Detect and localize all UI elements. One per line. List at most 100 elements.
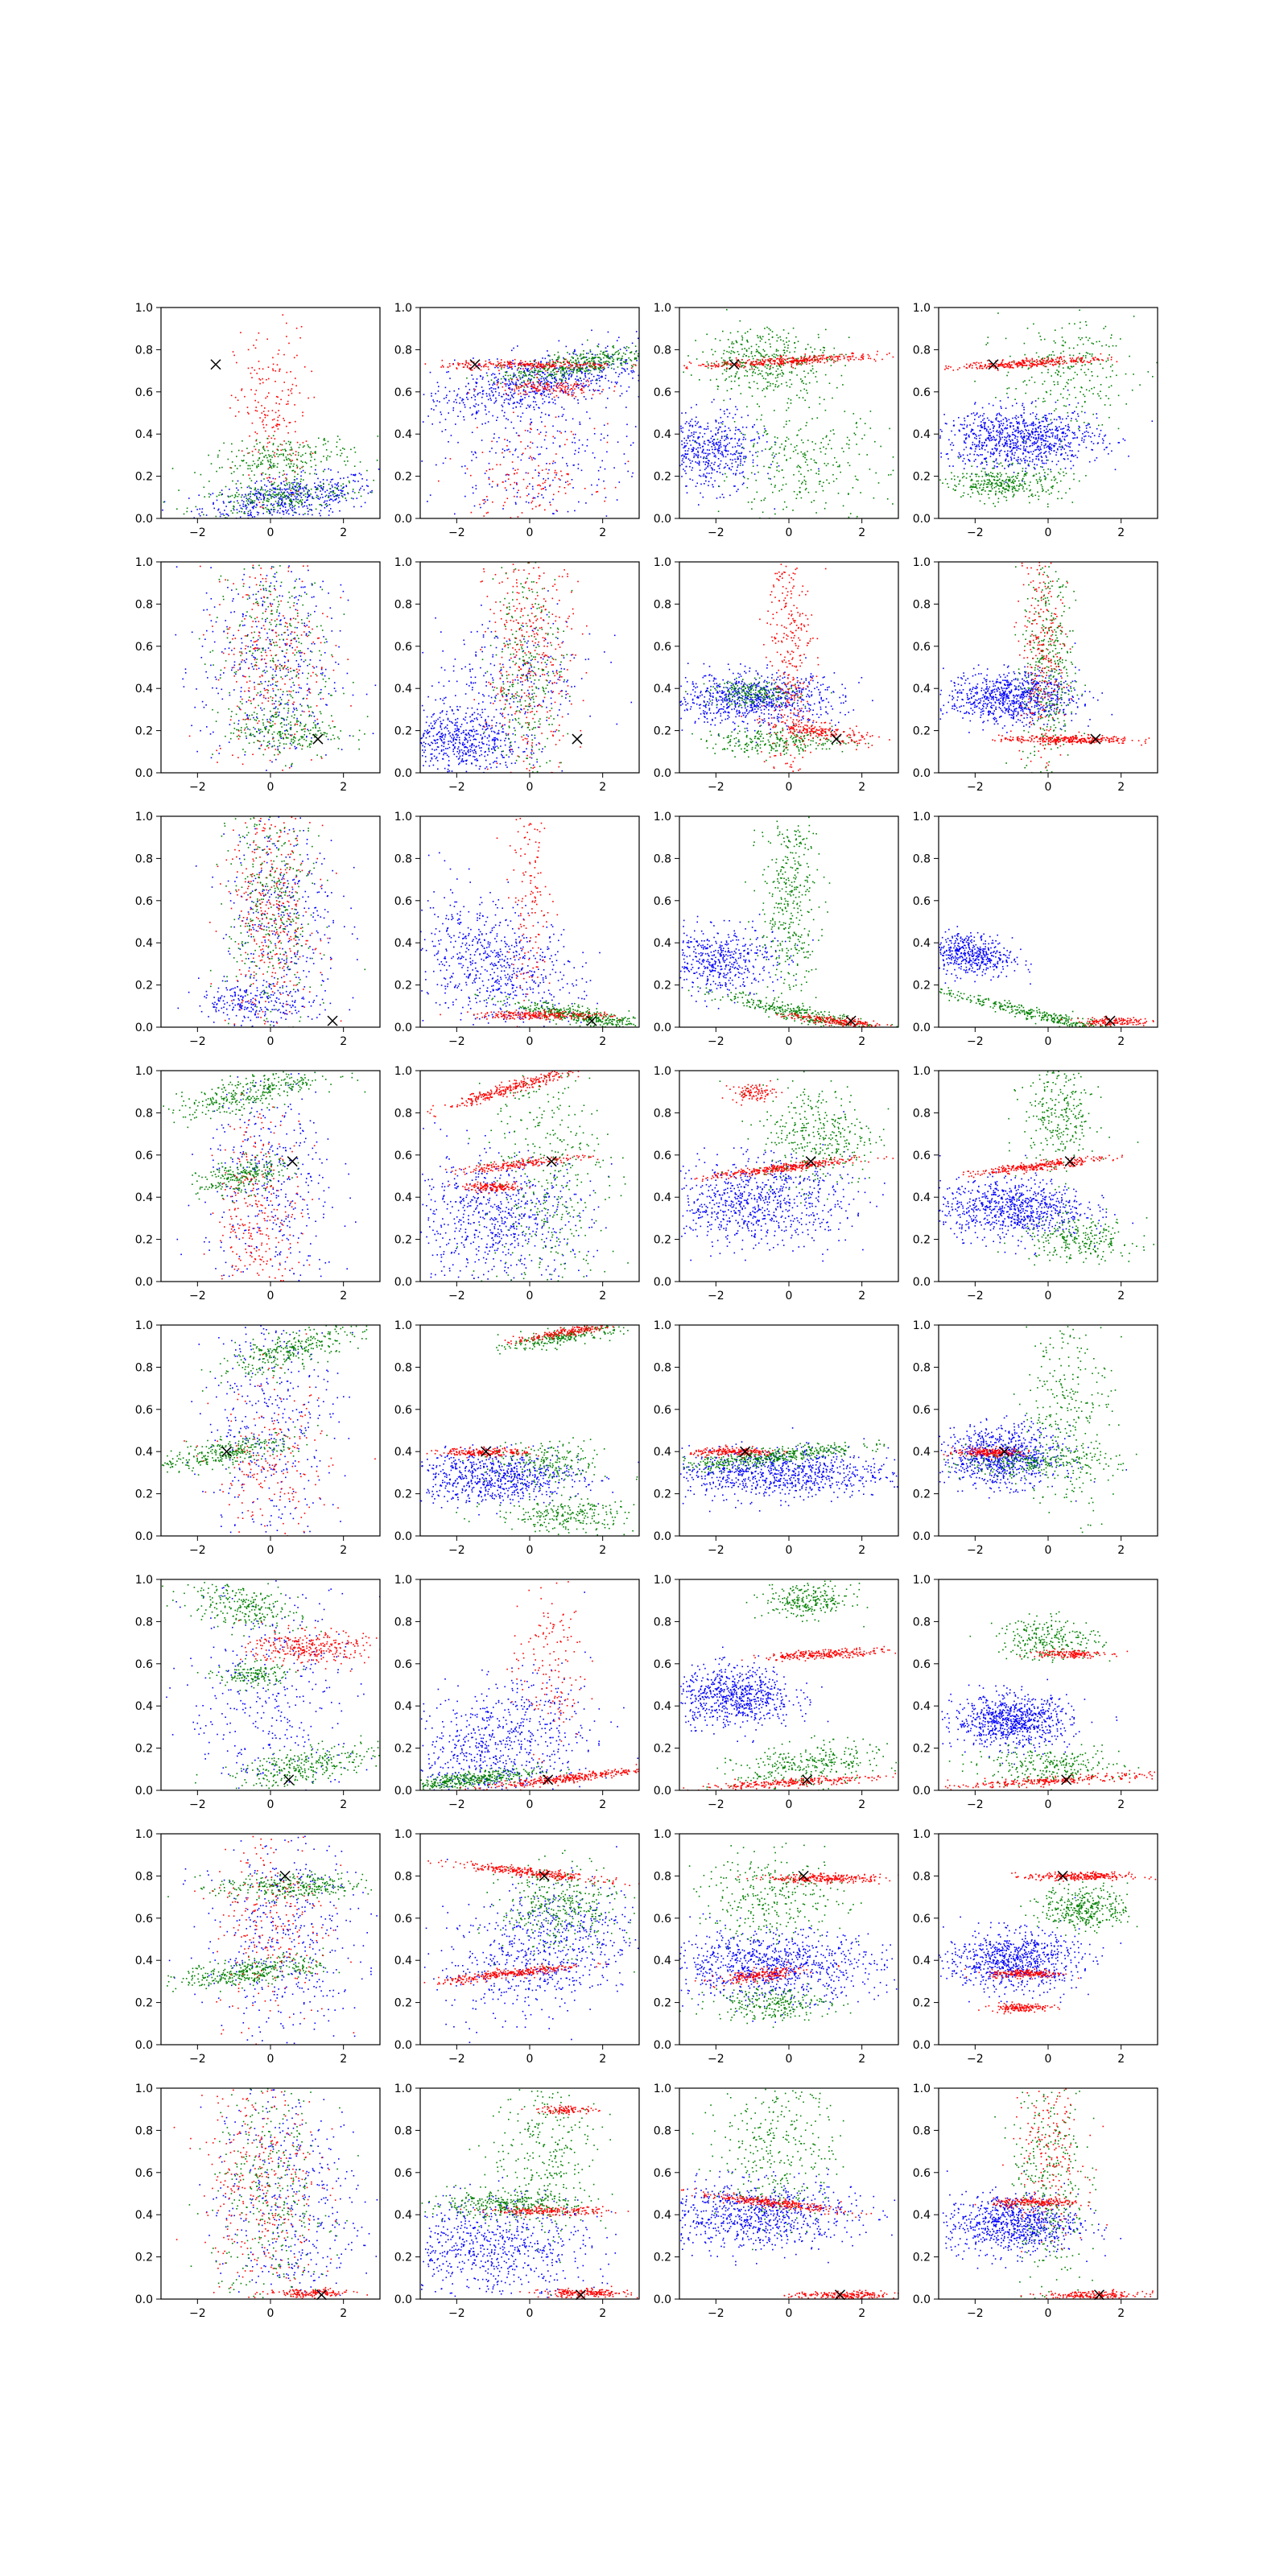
data-point: [331, 485, 333, 486]
data-point: [628, 347, 630, 349]
data-point: [1040, 452, 1042, 454]
data-point: [289, 465, 291, 468]
data-point: [765, 372, 767, 374]
data-point: [553, 372, 555, 374]
data-point: [697, 456, 699, 458]
data-point: [287, 484, 288, 485]
data-point: [297, 482, 299, 485]
data-point: [1096, 427, 1098, 430]
data-point: [568, 394, 570, 395]
data-point: [555, 386, 557, 387]
data-point: [995, 438, 997, 440]
data-point: [557, 361, 559, 362]
data-point: [801, 361, 803, 363]
data-point: [828, 358, 831, 360]
data-point: [825, 357, 828, 360]
data-point: [330, 494, 332, 497]
data-point: [247, 468, 249, 470]
data-point: [763, 499, 765, 501]
data-point: [506, 497, 509, 499]
data-point: [810, 346, 811, 349]
data-point: [823, 346, 824, 349]
data-point: [621, 393, 623, 394]
data-point: [529, 382, 530, 384]
data-point: [597, 367, 600, 369]
data-point: [541, 381, 543, 382]
data-point: [515, 432, 518, 434]
data-point: [555, 361, 556, 363]
data-point: [819, 361, 822, 363]
data-point: [980, 447, 983, 448]
data-point: [564, 373, 566, 375]
data-point: [285, 443, 287, 444]
data-point: [616, 499, 618, 501]
data-point: [260, 494, 262, 496]
data-point: [520, 368, 522, 369]
data-point: [712, 468, 713, 469]
data-point: [561, 366, 563, 369]
data-point: [505, 371, 506, 374]
data-point: [526, 385, 528, 386]
data-point: [530, 374, 532, 377]
data-point: [464, 363, 466, 365]
data-point: [551, 462, 554, 464]
data-point: [281, 390, 283, 392]
data-point: [561, 475, 563, 477]
data-point: [543, 386, 546, 388]
data-point: [583, 396, 585, 398]
data-point: [1117, 442, 1120, 444]
data-point: [552, 425, 554, 427]
data-point: [686, 485, 687, 487]
data-point: [818, 355, 819, 357]
data-point: [201, 508, 204, 510]
data-point: [761, 363, 763, 365]
data-point: [336, 494, 338, 496]
data-point: [681, 463, 683, 465]
data-point: [684, 450, 687, 452]
data-point: [563, 369, 564, 371]
data-point: [592, 364, 594, 366]
data-point: [767, 374, 769, 377]
data-point: [246, 502, 249, 504]
data-point: [282, 474, 284, 477]
data-point: [299, 392, 301, 394]
data-point: [277, 419, 279, 422]
data-point: [485, 372, 488, 374]
data-point: [307, 499, 308, 501]
data-point: [266, 508, 268, 510]
data-point: [234, 396, 237, 398]
data-point: [320, 504, 322, 506]
data-point: [714, 480, 716, 482]
data-point: [1015, 443, 1018, 445]
data-point: [990, 420, 992, 423]
data-point: [753, 365, 756, 366]
data-point: [618, 336, 620, 338]
data-point: [312, 496, 313, 498]
data-point: [508, 448, 510, 451]
data-point: [718, 464, 720, 467]
data-point: [462, 402, 464, 404]
data-point: [621, 359, 622, 361]
data-point: [243, 501, 245, 503]
data-point: [967, 415, 968, 417]
data-point: [724, 430, 725, 432]
data-point: [892, 469, 894, 472]
data-point: [875, 472, 877, 474]
data-point: [681, 440, 683, 442]
data-point: [342, 448, 344, 449]
scatter-points: [421, 329, 639, 518]
data-point: [506, 489, 507, 491]
data-point: [289, 453, 291, 455]
data-point: [491, 448, 493, 449]
data-point: [1011, 439, 1013, 441]
data-point: [607, 435, 609, 436]
data-point: [471, 451, 473, 453]
data-point: [1064, 432, 1067, 435]
data-point: [1037, 456, 1039, 457]
data-point: [700, 456, 702, 458]
data-point: [635, 357, 637, 359]
data-point: [575, 353, 577, 356]
data-point: [790, 361, 792, 363]
data-point: [804, 361, 806, 364]
data-point: [352, 490, 354, 493]
